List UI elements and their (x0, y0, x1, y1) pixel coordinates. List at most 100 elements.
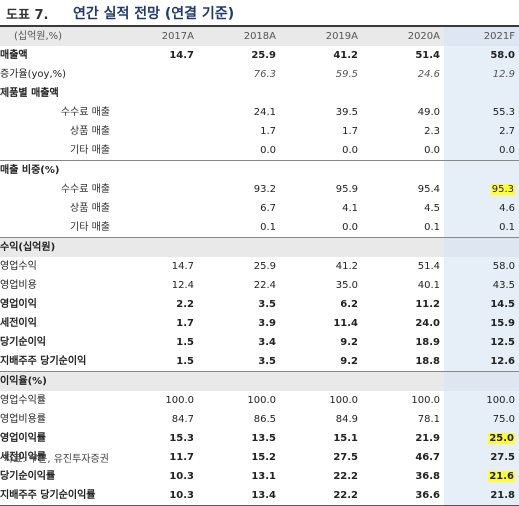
cell-value: 15.3 (169, 433, 194, 444)
row-label: 영업수익률 (0, 395, 46, 406)
table-row: 세전이익률 11.7 15.2 27.5 46.7 27.5 (0, 448, 519, 467)
cell-value: 41.2 (333, 50, 358, 61)
row-label: 영업수익 (0, 261, 37, 272)
cell-value (116, 160, 198, 180)
year-header: 2017A (116, 27, 198, 46)
cell-value: 58.0 (444, 257, 519, 276)
figure-title: 연간 실적 전망 (연결 기준) (73, 6, 235, 22)
cell-value (444, 84, 519, 103)
cell-value: 12.4 (171, 280, 194, 291)
cell-value: 1.7 (260, 126, 276, 137)
year-header: 2018A (198, 27, 280, 46)
cell-value: 0.1 (424, 222, 440, 233)
cell-value: 51.4 (415, 50, 440, 61)
figure-header: 도표 7. 연간 실적 전망 (연결 기준) (0, 0, 519, 26)
cell-value: 27.5 (444, 448, 519, 467)
cell-value: 40.1 (417, 280, 440, 291)
table-row: 영업비용률 84.7 86.5 84.9 78.1 75.0 (0, 410, 519, 429)
cell-value: 4.6 (444, 199, 519, 218)
year-header: 2019A (280, 27, 362, 46)
row-label: 매출 비중(%) (0, 160, 116, 180)
table-row: 기타 매출 0.0 0.0 0.0 0.0 (0, 141, 519, 161)
cell-value (198, 371, 280, 391)
cell-value: 13.1 (251, 471, 276, 482)
cell-value (362, 371, 444, 391)
cell-value (116, 218, 198, 238)
table-row: 상품 매출 6.7 4.1 4.5 4.6 (0, 199, 519, 218)
cell-value: 24.1 (253, 107, 276, 118)
row-label: 지배주주 당기순이익률 (0, 486, 116, 506)
cell-value: 0.0 (342, 145, 358, 156)
row-label: 수수료 매출 (60, 184, 110, 195)
cell-value: 100.0 (444, 391, 519, 410)
cell-value: 55.3 (444, 103, 519, 122)
row-label: 상품 매출 (70, 126, 110, 137)
cell-value: 25.9 (253, 261, 276, 272)
row-label: 이익율(%) (0, 371, 116, 391)
table-row: 수수료 매출 93.2 95.9 95.4 95.3 (0, 180, 519, 199)
table-row: 영업비용 12.4 22.4 35.0 40.1 43.5 (0, 276, 519, 295)
table-row: 수수료 매출 24.1 39.5 49.0 55.3 (0, 103, 519, 122)
table-row: 매출액 14.7 25.9 41.2 51.4 58.0 (0, 46, 519, 65)
cell-value: 39.5 (335, 107, 358, 118)
cell-value: 0.0 (424, 145, 440, 156)
cell-value: 43.5 (444, 276, 519, 295)
table-row: 세전이익 1.7 3.9 11.4 24.0 15.9 (0, 314, 519, 333)
table-row: 지배주주 당기순이익률 10.3 13.4 22.2 36.6 21.8 (0, 486, 519, 506)
cell-value: 1.7 (342, 126, 358, 137)
cell-value: 22.2 (280, 486, 362, 506)
table-row: 영업수익률 100.0 100.0 100.0 100.0 100.0 (0, 391, 519, 410)
cell-value: 1.7 (176, 318, 194, 329)
cell-value (362, 237, 444, 257)
cell-value (116, 141, 198, 161)
cell-value: 84.7 (171, 414, 194, 425)
row-label: 수수료 매출 (60, 107, 110, 118)
cell-value (198, 84, 280, 103)
cell-value (280, 371, 362, 391)
cell-value: 100.0 (411, 395, 440, 406)
cell-value: 9.2 (340, 337, 358, 348)
cell-value: 3.4 (258, 337, 276, 348)
row-label: 당기순이익률 (0, 471, 56, 482)
cell-value: 86.5 (253, 414, 276, 425)
cell-value (280, 160, 362, 180)
cell-value: 13.5 (251, 433, 276, 444)
cell-value: 100.0 (329, 395, 358, 406)
row-label: 매출액 (0, 50, 28, 61)
table-row: 수익(십억원) (0, 237, 519, 257)
cell-value: 22.4 (253, 280, 276, 291)
year-header: 2021F (444, 27, 519, 46)
cell-value: 49.0 (417, 107, 440, 118)
table-row: 증가율(yoy,%) 76.3 59.5 24.6 12.9 (0, 65, 519, 84)
cell-value: 24.0 (415, 318, 440, 329)
cell-value: 11.4 (333, 318, 358, 329)
cell-value: 10.3 (169, 471, 194, 482)
cell-value: 36.6 (362, 486, 444, 506)
cell-value: 0.1 (444, 218, 519, 238)
table-row: 이익율(%) (0, 371, 519, 391)
cell-value: 6.7 (260, 203, 276, 214)
row-label: 기타 매출 (70, 145, 110, 156)
cell-value: 15.1 (333, 433, 358, 444)
cell-value: 21.8 (444, 486, 519, 506)
table-row: 지배주주 당기순이익 1.5 3.5 9.2 18.8 12.6 (0, 352, 519, 372)
cell-value (116, 122, 198, 141)
cell-value: 41.2 (335, 261, 358, 272)
cell-value: 95.3 (444, 180, 519, 199)
cell-value: 59.5 (335, 69, 358, 80)
cell-value: 25.9 (251, 50, 276, 61)
cell-value (444, 237, 519, 257)
cell-value: 13.4 (198, 486, 280, 506)
table-row: 매출 비중(%) (0, 160, 519, 180)
cell-value: 4.1 (342, 203, 358, 214)
table-row: 기타 매출 0.1 0.0 0.1 0.1 (0, 218, 519, 238)
cell-value: 93.2 (253, 184, 276, 195)
cell-value: 21.9 (415, 433, 440, 444)
row-label: 세전이익률 (0, 452, 46, 463)
cell-value: 14.5 (444, 295, 519, 314)
cell-value: 15.2 (251, 452, 276, 463)
row-label: 세전이익 (0, 318, 37, 329)
cell-value: 78.1 (417, 414, 440, 425)
row-label: 상품 매출 (70, 203, 110, 214)
cell-value (362, 160, 444, 180)
